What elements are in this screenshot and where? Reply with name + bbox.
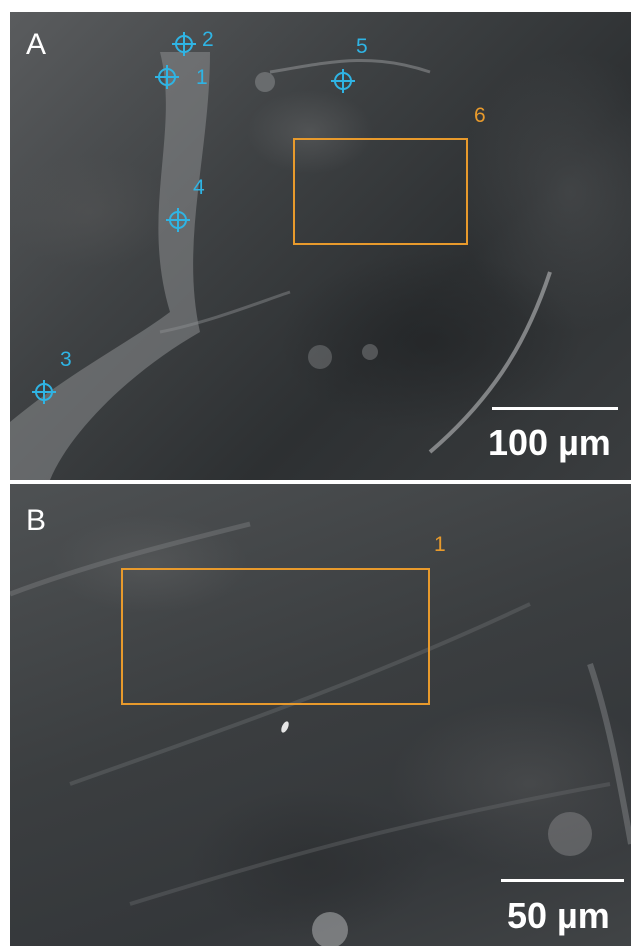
crosshair-circle-icon	[166, 208, 190, 232]
crosshair-circle-icon	[331, 69, 355, 93]
sem-image-a	[10, 52, 552, 480]
sem-panel-b: B 1 50 µm	[10, 484, 631, 946]
scale-bar-a	[492, 407, 618, 410]
point-marker-number-2: 2	[202, 28, 214, 51]
roi-number-6: 6	[474, 104, 486, 127]
point-marker-number-5: 5	[356, 35, 368, 58]
point-marker-number-3: 3	[60, 348, 72, 371]
crosshair-circle-icon	[172, 32, 196, 56]
panel-divider	[0, 480, 631, 484]
scale-bar-label-b: 50 µm	[507, 895, 610, 936]
scale-bar-b	[501, 879, 624, 882]
sem-panel-a: A 2 1 5 4	[10, 12, 631, 480]
point-marker-number-1: 1	[196, 66, 208, 89]
scale-bar-label-a: 100 µm	[488, 422, 611, 463]
roi-number-1: 1	[434, 533, 446, 556]
crosshair-circle-icon	[155, 65, 179, 89]
panel-label-b: B	[26, 504, 47, 537]
panel-label-a: A	[26, 28, 47, 61]
point-marker-5	[331, 69, 355, 98]
roi-box-1	[121, 568, 430, 705]
roi-box-6	[293, 138, 468, 245]
sem-image-b	[10, 521, 631, 946]
point-marker-4	[166, 208, 190, 237]
point-marker-number-4: 4	[193, 176, 205, 199]
crosshair-circle-icon	[32, 380, 56, 404]
point-marker-1	[155, 65, 179, 94]
point-marker-3	[32, 380, 56, 409]
point-marker-2	[172, 32, 196, 61]
